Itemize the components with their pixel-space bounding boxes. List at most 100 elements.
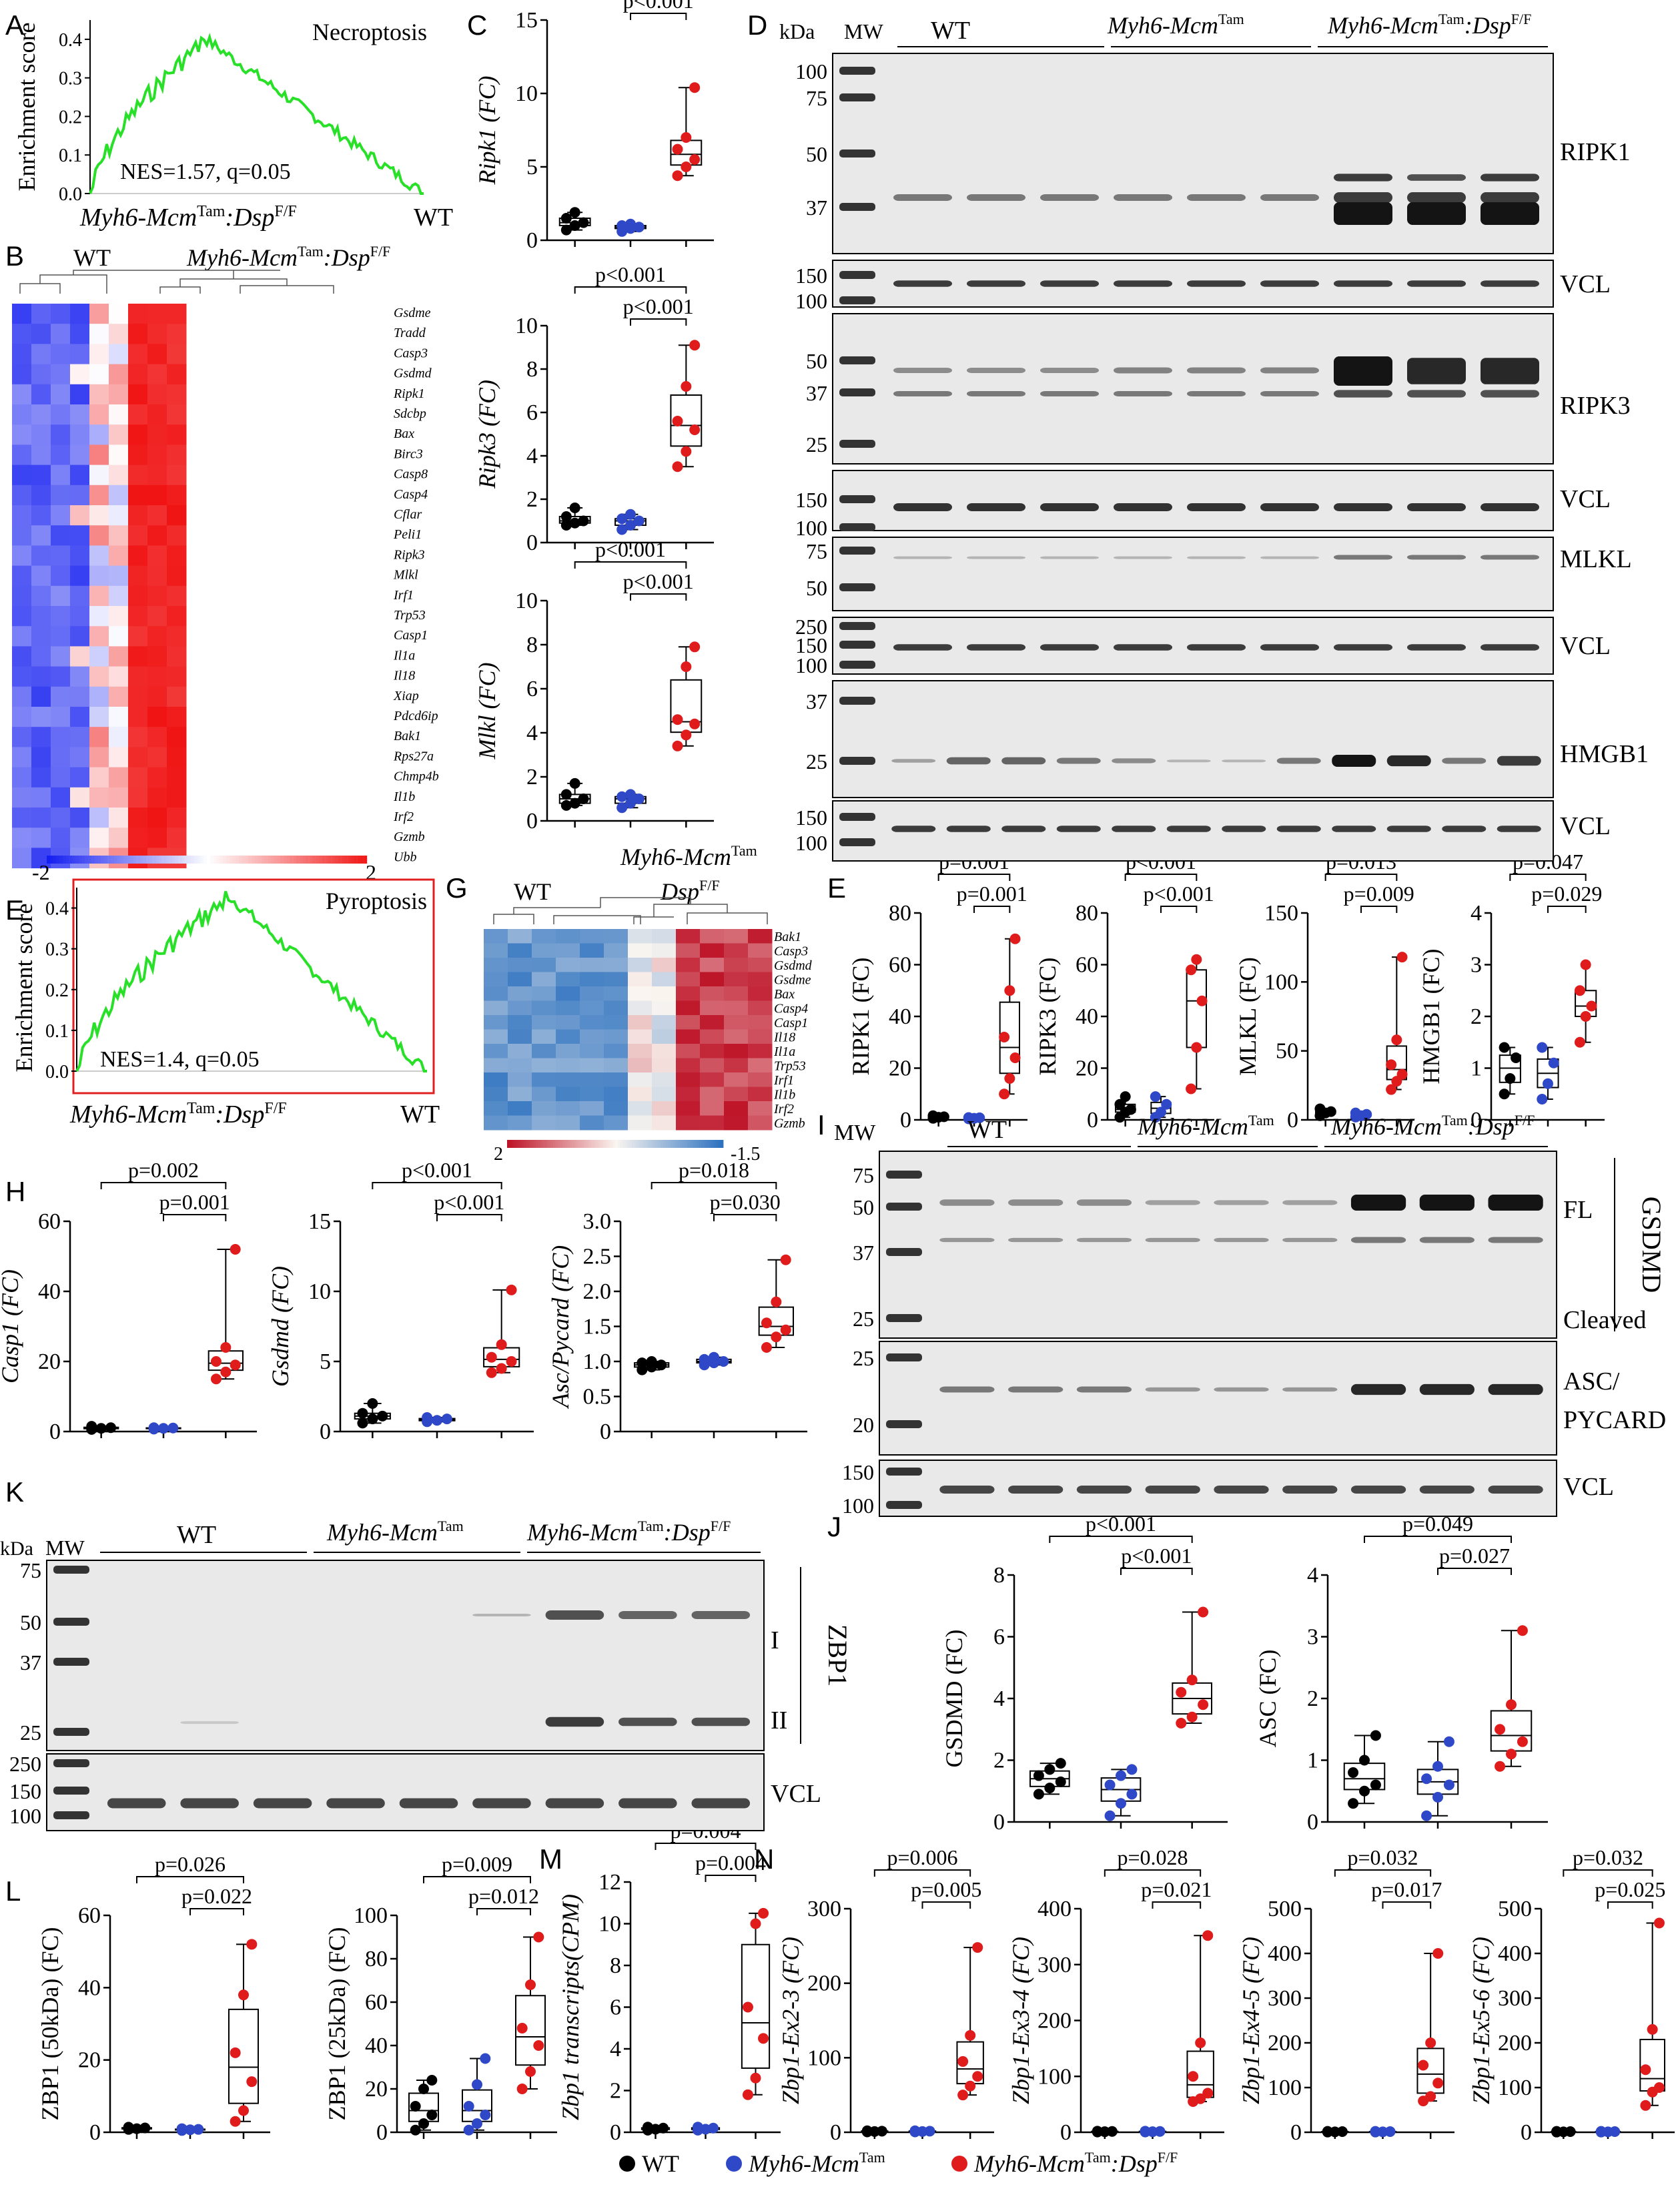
protein-band [1040, 503, 1099, 511]
colorbar-step [567, 1140, 570, 1148]
protein-band [1350, 1237, 1406, 1243]
gsea-y-tick-label: 0.3 [59, 69, 82, 89]
data-point [486, 1367, 497, 1378]
colorbar-step [584, 1140, 587, 1148]
heatmap-cell [89, 344, 109, 365]
heatmap-cell [556, 986, 580, 1001]
heatmap-cell [109, 344, 129, 365]
heatmap-cell [147, 626, 167, 647]
colorbar-step [91, 856, 95, 864]
heatmap-cell [128, 565, 148, 587]
data-point [1004, 1073, 1015, 1084]
heatmap-cell [604, 1044, 628, 1058]
data-point [1140, 2126, 1151, 2137]
protein-band [399, 1798, 458, 1809]
ladder-band [839, 813, 875, 821]
colorbar-step [507, 1140, 510, 1148]
heatmap-cell [51, 505, 71, 526]
colorbar-step [545, 1140, 548, 1148]
significance-bracket-1 [1324, 874, 1398, 881]
ladder-band [886, 1420, 922, 1428]
y-tick-label: 0 [1471, 1108, 1482, 1133]
y-tick-label: 8 [526, 357, 538, 382]
heatmap-cell [31, 828, 51, 848]
data-point [367, 1414, 378, 1425]
gene-label: Sdcbp [394, 406, 426, 421]
heatmap-cell [167, 707, 187, 727]
gsea-y-tick-label: 0.0 [59, 184, 82, 205]
data-point [1106, 2126, 1118, 2137]
data-point [525, 1979, 536, 1990]
colorbar-step [704, 1140, 707, 1148]
heatmap-cell [147, 727, 167, 747]
data-point [1348, 1798, 1359, 1809]
y-tick-label: 0 [1287, 1108, 1298, 1133]
data-point [1033, 1770, 1044, 1781]
gene-label: Bax [394, 426, 414, 441]
protein-band [939, 1237, 995, 1243]
heatmap-cell [147, 747, 167, 768]
band-label: VCL [1560, 485, 1611, 513]
protein-band [1407, 174, 1466, 181]
blot-membrane [879, 1341, 1557, 1456]
data-point [1499, 1088, 1510, 1100]
protein-band [946, 826, 991, 832]
ladder-band [53, 1728, 89, 1736]
significance-bracket-2 [189, 1908, 244, 1915]
heatmap-cell [484, 1029, 508, 1044]
y-tick-label: 20 [365, 2077, 388, 2102]
heatmap-cell [89, 686, 109, 707]
y-tick-label: 20 [38, 1349, 61, 1374]
protein-band [1187, 367, 1246, 374]
data-point [1425, 2038, 1436, 2048]
p-value-label: p=0.009 [442, 1852, 512, 1876]
heatmap-cell [31, 767, 51, 788]
colorbar-step [338, 856, 342, 864]
heatmap-cell [484, 1044, 508, 1058]
y-tick-label: 2 [526, 765, 538, 790]
heatmap-cell [12, 424, 32, 445]
gene-label: Casp3 [394, 346, 428, 360]
heatmap-cell [652, 1101, 677, 1116]
p-value-label: p=0.025 [1595, 1877, 1665, 1901]
panel-letter-k: K [5, 1476, 24, 1508]
colorbar-step [360, 856, 364, 864]
protein-band [1214, 1486, 1269, 1494]
heatmap-cell [12, 626, 32, 647]
heatmap-cell [51, 646, 71, 667]
data-point [1495, 1761, 1506, 1772]
data-point [1537, 1094, 1548, 1105]
colorbar-step [697, 1140, 700, 1148]
data-point [750, 1918, 761, 1929]
panel-letter-b: B [5, 240, 24, 272]
data-point [357, 1418, 368, 1429]
heatmap-cell [109, 324, 129, 344]
protein-band [1488, 1195, 1543, 1211]
marker-label: 100 [9, 1804, 41, 1828]
heatmap-cell [51, 404, 71, 425]
heatmap-cell [628, 958, 653, 972]
y-tick-label: 6 [526, 400, 538, 425]
heatmap-cell [676, 1086, 701, 1102]
heatmap-cell [51, 686, 71, 707]
colorbar-step [200, 856, 204, 864]
colorbar-step [605, 1140, 608, 1148]
y-axis-label: Gsdmd (FC) [267, 1266, 294, 1387]
heatmap-cell [51, 606, 71, 627]
data-point [1104, 1810, 1116, 1821]
heatmap-cell [147, 304, 167, 324]
heatmap-cell [628, 1086, 653, 1102]
y-axis-label: ZBP1 (50kDa) (FC) [37, 1927, 63, 2121]
heatmap-cell [109, 525, 129, 546]
heatmap-cell [532, 1115, 556, 1131]
heatmap-cell [51, 485, 71, 506]
colorbar-step [550, 1140, 553, 1148]
protein-band [1282, 1237, 1338, 1243]
panel-letter-m: M [539, 1843, 562, 1875]
y-axis-label: RIPK3 (FC) [1034, 957, 1061, 1075]
p-value-label: p=0.028 [1117, 1845, 1188, 1869]
colorbar-step [593, 1140, 596, 1148]
data-point [139, 2122, 151, 2134]
